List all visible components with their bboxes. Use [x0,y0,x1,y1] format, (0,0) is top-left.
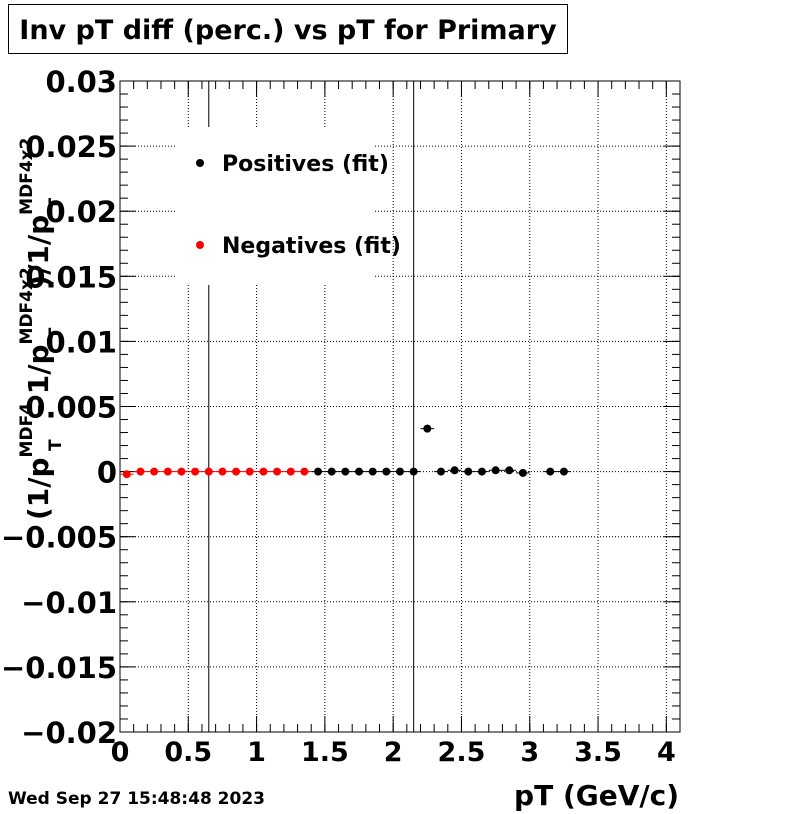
x-tick-label: 2.5 [438,737,486,768]
data-point [559,467,568,476]
x-axis-label: pT (GeV/c) [514,779,679,812]
y-axis-label-text: (1/pMDF4 T - 1/pMDF4x2 T)/1/pMDF4x2 T [17,138,66,520]
timestamp: Wed Sep 27 15:48:48 2023 [8,789,266,809]
x-tick-label: 2 [384,737,403,768]
y-tick-label: −0.015 [1,651,117,685]
legend-marker [196,241,204,249]
data-point [177,467,186,476]
data-point [518,468,527,477]
data-point [122,470,131,479]
data-point [423,424,432,433]
y-tick-label: 0.02 [45,195,117,229]
y-axis-label: (1/pMDF4 T - 1/pMDF4x2 T)/1/pMDF4x2 T [17,138,66,520]
y-tick-label: −0.01 [21,586,117,620]
data-point [464,467,473,476]
data-point [382,467,391,476]
x-tick-label: 0 [111,737,130,768]
data-point [163,467,172,476]
data-point [450,466,459,475]
y-tick-label: 0 [97,456,117,490]
x-tick-label: 3 [520,737,539,768]
legend-label: Positives (fit) [222,152,389,177]
data-point [314,467,323,476]
x-tick-label: 1.5 [301,737,349,768]
legend: Positives (fit) Negatives (fit) [175,127,401,285]
chart-title-box: Inv pT diff (perc.) vs pT for Primary [8,4,568,54]
y-tick-label: −0.02 [21,716,117,750]
y-tick-label: 0.03 [45,65,117,99]
y-tick-label: 0.01 [45,325,117,359]
data-point [218,467,227,476]
data-point [341,467,350,476]
legend-box [175,127,375,285]
data-point [409,467,418,476]
data-point [396,467,404,476]
legend-marker [196,159,204,167]
y-tick-label: 0.025 [25,130,117,164]
data-point [232,467,241,476]
data-point [505,466,514,475]
data-point [546,467,555,476]
data-point [273,467,282,476]
data-points [120,424,571,479]
tick-labels: 0 0.5 1 1.5 2 2.5 3 3.5 4 0.03 0.025 0.02 0.015 0.01 0… [1,65,676,768]
data-point [436,467,445,476]
y-tick-label: 0.005 [25,391,117,425]
legend-label: Negatives (fit) [222,234,401,259]
data-point [136,467,145,476]
x-tick-label: 4 [657,737,676,768]
data-point [286,467,295,476]
chart-title: Inv pT diff (perc.) vs pT for Primary [19,15,557,46]
data-point [259,467,268,476]
data-point [191,467,200,476]
data-point [300,467,309,476]
data-point [245,467,254,476]
data-point [327,467,336,476]
y-tick-label: 0.015 [25,260,117,294]
x-tick-label: 0.5 [164,737,212,768]
data-point [150,467,159,476]
data-point [204,467,213,476]
data-point [491,466,500,475]
data-point [368,467,377,476]
x-tick-label: 3.5 [574,737,622,768]
data-point [477,467,486,476]
y-tick-label: −0.005 [1,521,117,555]
plot-frame [119,80,681,733]
data-point [355,467,364,476]
x-tick-label: 1 [247,737,266,768]
